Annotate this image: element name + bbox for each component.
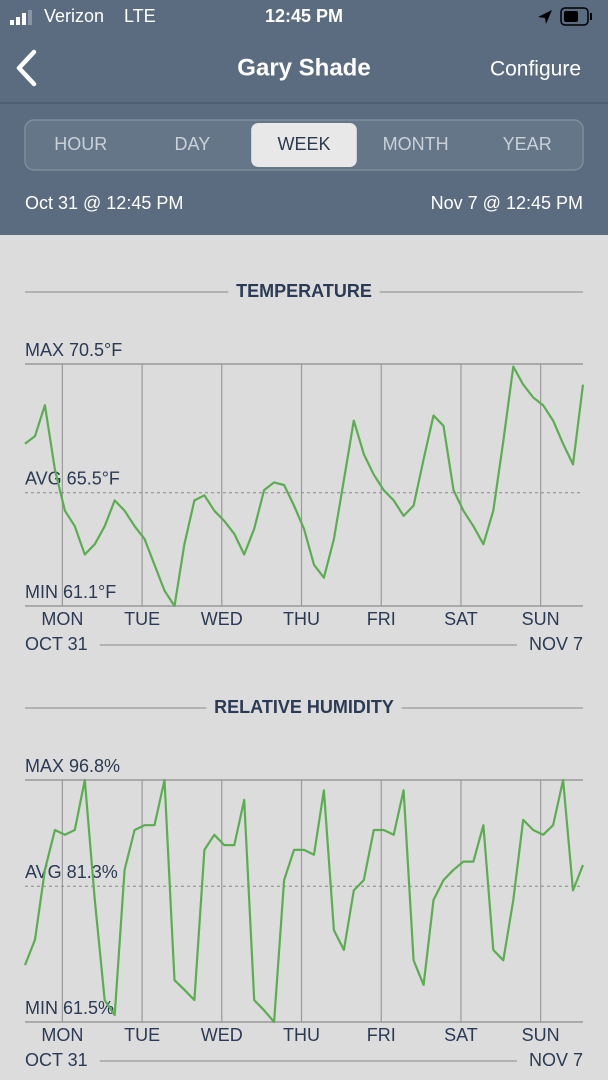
back-button[interactable]: [16, 49, 37, 87]
tab[interactable]: DAY: [175, 134, 211, 154]
y-tick-label: MIN 61.5%: [25, 998, 114, 1018]
x-tick-label: WED: [201, 609, 243, 629]
chart-title: TEMPERATURE: [236, 281, 372, 301]
data-line: [24, 365, 585, 608]
tab[interactable]: HOUR: [54, 134, 107, 154]
x-tick-label: THU: [283, 609, 320, 629]
range-end: Nov 7 @ 12:45 PM: [431, 193, 583, 213]
x-tick-label: FRI: [367, 609, 396, 629]
carrier: Verizon: [44, 6, 104, 26]
x-tick-label: TUE: [124, 609, 160, 629]
tab-selected: [251, 123, 357, 167]
start-label: OCT 31: [25, 1050, 88, 1070]
x-tick-label: THU: [283, 1025, 320, 1045]
end-label: NOV 7: [529, 1050, 583, 1070]
tab[interactable]: WEEK: [277, 134, 330, 154]
x-tick-label: SAT: [444, 1025, 478, 1045]
location-icon: [538, 10, 552, 24]
y-tick-label: AVG 81.3%: [25, 862, 118, 882]
x-tick-label: SUN: [522, 1025, 560, 1045]
x-tick-label: MON: [41, 1025, 83, 1045]
x-tick-label: SUN: [522, 609, 560, 629]
y-tick-label: AVG 65.5°F: [25, 468, 120, 488]
x-tick-label: SAT: [444, 609, 478, 629]
x-tick-label: MON: [41, 609, 83, 629]
x-tick-label: FRI: [367, 1025, 396, 1045]
header: [0, 0, 608, 235]
time: 12:45 PM: [265, 6, 343, 26]
end-label: NOV 7: [529, 634, 583, 654]
range-start: Oct 31 @ 12:45 PM: [25, 193, 183, 213]
start-label: OCT 31: [25, 634, 88, 654]
battery: [560, 7, 592, 26]
x-tick-label: WED: [201, 1025, 243, 1045]
y-tick-label: MIN 61.1°F: [25, 582, 116, 602]
nav-title: Gary Shade: [237, 54, 370, 81]
y-tick-label: MAX 96.8%: [25, 756, 120, 776]
network: LTE: [124, 6, 156, 26]
y-tick-label: MAX 70.5°F: [25, 340, 122, 360]
signal: [10, 10, 32, 25]
x-tick-label: TUE: [124, 1025, 160, 1045]
tab[interactable]: MONTH: [383, 134, 449, 154]
tab[interactable]: YEAR: [503, 134, 552, 154]
configure-button[interactable]: Configure: [490, 58, 581, 81]
chart-title: RELATIVE HUMIDITY: [214, 697, 394, 717]
data-line: [23, 778, 585, 1024]
